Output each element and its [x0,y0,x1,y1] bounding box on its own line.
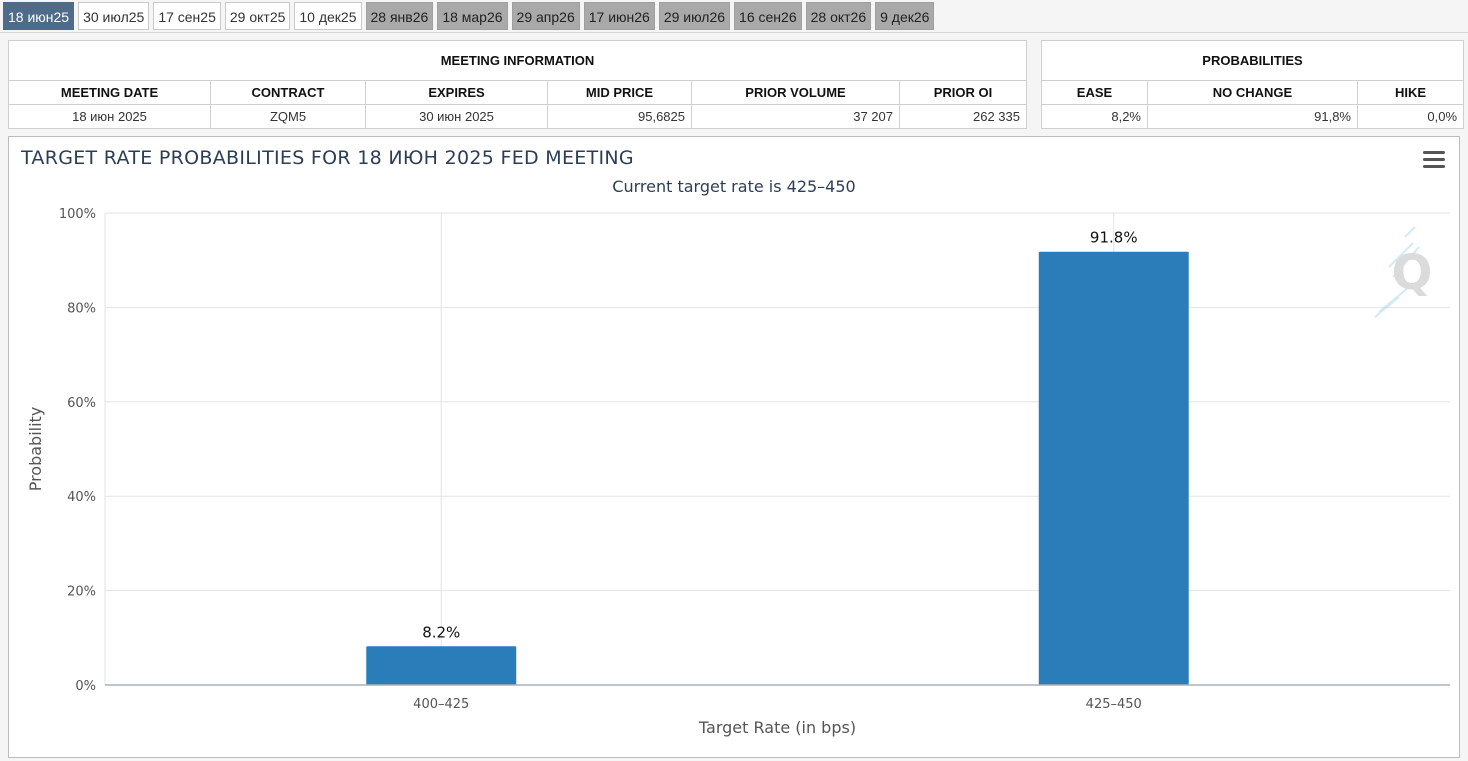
tab-meeting-date[interactable]: 17 сен25 [153,2,221,30]
y-axis-title: Probability [26,407,45,492]
q-logo-icon: Q [1374,226,1433,318]
expires-value: 30 июн 2025 [365,104,548,129]
x-axis-title: Target Rate (in bps) [698,718,856,737]
header-hike: HIKE [1356,80,1465,105]
chart-panel: TARGET RATE PROBABILITIES FOR 18 ИЮН 202… [8,136,1460,758]
chart-title: TARGET RATE PROBABILITIES FOR 18 ИЮН 202… [21,147,634,169]
meeting-information-title: MEETING INFORMATION [8,40,1027,81]
meeting-date-tabs: 18 июн25 30 июл25 17 сен25 29 окт25 10 дек25… [3,2,935,32]
tab-meeting-date[interactable]: 18 июн25 [3,2,75,30]
bar-data-label: 8.2% [422,623,460,641]
prior-oi-value: 262 335 [899,104,1027,129]
x-tick-label: 400–425 [413,697,469,712]
header-no-change: NO CHANGE [1147,80,1358,105]
hike-value: 0,0% [1356,104,1465,129]
mid-price-value: 95,6825 [547,104,692,129]
prior-volume-value: 37 207 [691,104,900,129]
probabilities-table: PROBABILITIES EASE NO CHANGE HIKE 8,2% 9… [1040,40,1465,129]
tab-meeting-date[interactable]: 18 мар26 [437,2,508,30]
y-tick-label: 100% [59,207,96,222]
y-tick-label: 40% [67,490,96,505]
tab-meeting-date[interactable]: 16 сен26 [734,2,802,30]
bar [366,646,517,685]
y-tick-label: 0% [75,679,96,694]
y-tick-label: 80% [67,301,96,316]
tab-meeting-date[interactable]: 30 июл25 [78,2,150,30]
ease-value: 8,2% [1041,104,1148,129]
header-expires: EXPIRES [365,80,548,105]
header-contract: CONTRACT [210,80,366,105]
tab-meeting-date[interactable]: 29 апр26 [511,2,580,30]
contract-value: ZQM5 [210,104,366,129]
header-prior-volume: PRIOR VOLUME [691,80,900,105]
tab-meeting-date[interactable]: 28 янв26 [365,2,434,30]
header-ease: EASE [1041,80,1148,105]
chart-subtitle: Current target rate is 425–450 [612,177,856,196]
x-tick-label: 425–450 [1086,697,1142,712]
tab-meeting-date[interactable]: 29 июл26 [658,2,731,30]
y-tick-label: 60% [67,396,96,411]
bar [1038,251,1189,685]
hamburger-menu-icon[interactable] [1423,151,1445,169]
tabs-divider [0,32,1468,33]
y-tick-label: 20% [67,585,96,600]
tab-meeting-date[interactable]: 29 окт25 [224,2,291,30]
tab-meeting-date[interactable]: 28 окт26 [805,2,872,30]
no-change-value: 91,8% [1147,104,1358,129]
probabilities-title: PROBABILITIES [1040,40,1465,81]
tab-meeting-date[interactable]: 17 июн26 [583,2,655,30]
tab-meeting-date[interactable]: 10 дек25 [294,2,362,30]
tab-meeting-date[interactable]: 9 дек26 [875,2,935,30]
svg-text:Q: Q [1392,245,1433,301]
bar-chart: 0% 20% 40% 60% 80% 100% 8.2% 400–425 91.8% 425–45… [26,207,1450,737]
header-prior-oi: PRIOR OI [899,80,1027,105]
meeting-date-value: 18 июн 2025 [8,104,211,129]
header-mid-price: MID PRICE [547,80,692,105]
meeting-information-table: MEETING INFORMATION MEETING DATE CONTRAC… [8,40,1027,129]
header-meeting-date: MEETING DATE [8,80,211,105]
bar-data-label: 91.8% [1090,229,1138,247]
